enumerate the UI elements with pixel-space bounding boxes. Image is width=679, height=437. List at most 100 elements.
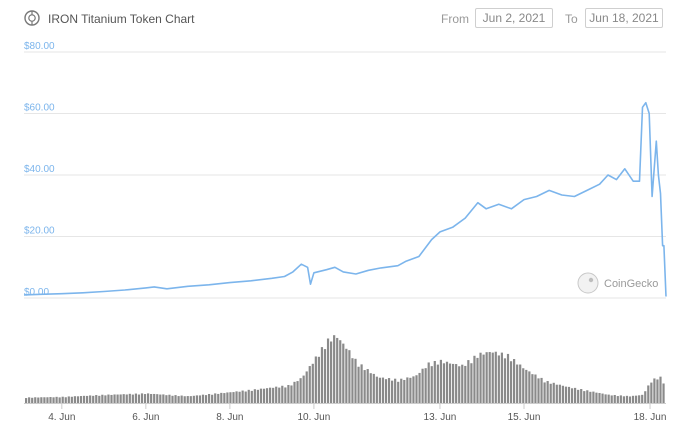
volume-bar (476, 357, 479, 403)
volume-bar (214, 393, 217, 403)
volume-bar (391, 380, 394, 403)
volume-bar (445, 361, 449, 403)
volume-bar (467, 360, 470, 403)
volume-bar (55, 396, 58, 403)
volume-bar (354, 358, 357, 403)
volume-bar (619, 395, 622, 403)
volume-bar (339, 340, 342, 403)
volume-bar (574, 387, 577, 403)
volume-bar (558, 384, 561, 403)
volume-bar (119, 394, 122, 403)
volume-bar (513, 359, 516, 403)
volume-bar (488, 352, 491, 403)
volume-bar (70, 396, 73, 403)
volume-bar (113, 394, 116, 403)
gecko-eye-icon (588, 277, 594, 283)
volume-bar (192, 395, 195, 403)
volume-bar (570, 388, 574, 403)
volume-bar (177, 396, 180, 403)
volume-bar (528, 371, 531, 403)
volume-bar (592, 391, 595, 403)
volume-bar (394, 378, 397, 403)
chart-header: IRON Titanium Token Chart From To (0, 0, 679, 38)
volume-bar (217, 393, 220, 403)
volume-bar (323, 349, 327, 403)
volume-bar (482, 354, 485, 403)
volume-bar (638, 395, 641, 403)
volume-bar (92, 395, 95, 403)
from-date-input[interactable] (475, 8, 553, 28)
volume-bar (272, 387, 275, 403)
volume-bar (73, 396, 76, 403)
chart-title: IRON Titanium Token Chart (48, 12, 195, 26)
volume-bar (180, 395, 183, 403)
volume-bar (485, 352, 488, 403)
volume-bar (186, 396, 189, 403)
volume-bar (238, 391, 241, 403)
volume-bar (317, 356, 320, 403)
volume-bar (397, 381, 400, 403)
volume-bar (369, 373, 372, 403)
volume-bar (162, 394, 165, 403)
gecko-icon (577, 272, 599, 294)
volume-bar (223, 393, 226, 403)
y-tick-label: $0.00 (24, 287, 49, 298)
volume-bar (275, 386, 278, 403)
volume-bar (363, 370, 366, 403)
volume-bar (659, 376, 662, 403)
volume-bar (464, 365, 467, 403)
volume-bar (156, 394, 159, 403)
volume-bar (555, 384, 558, 403)
volume-bar (235, 391, 238, 403)
volume-bar (577, 389, 580, 403)
volume-bar (229, 392, 232, 403)
volume-bar (262, 388, 266, 403)
volume-bar (497, 355, 500, 403)
volume-bar (104, 395, 107, 403)
volume-bar (604, 394, 607, 403)
volume-bar (348, 350, 351, 403)
volume-bar (506, 353, 510, 403)
volume-bar (503, 358, 507, 403)
volume-bar (64, 397, 67, 403)
watermark-text: CoinGecko (604, 278, 658, 290)
volume-bar (357, 366, 360, 403)
volume-bar (534, 374, 537, 403)
volume-bar (204, 395, 208, 403)
volume-bar (49, 397, 52, 403)
volume-bar (549, 383, 552, 403)
volume-bar (415, 375, 418, 403)
volume-bar (320, 347, 324, 403)
volume-bar (241, 390, 244, 403)
volume-bar (491, 352, 494, 403)
volume-bar (308, 366, 311, 403)
volume-bar (311, 363, 314, 403)
volume-bar (28, 397, 31, 403)
volume-bar (406, 377, 409, 403)
volume-bar (470, 363, 473, 403)
volume-bar (400, 378, 403, 403)
volume-bar (546, 381, 549, 403)
volume-bar (342, 343, 345, 403)
volume-bar (641, 394, 644, 403)
volume-bar (86, 395, 89, 403)
to-date-input[interactable] (585, 8, 663, 28)
volume-bar (448, 363, 452, 403)
volume-bar (247, 389, 250, 403)
volume-bar (662, 383, 665, 403)
volume-bar (516, 364, 519, 403)
volume-bar (137, 394, 141, 403)
volume-bar (564, 386, 568, 403)
volume-bar (159, 394, 162, 403)
volume-bar (479, 352, 482, 403)
volume-bar (409, 377, 412, 403)
volume-bar (150, 393, 153, 403)
volume-bar (635, 395, 638, 403)
grid (24, 51, 666, 299)
volume-bar (378, 377, 381, 403)
volume-bar (287, 384, 290, 403)
volume-bars (24, 335, 666, 404)
volume-bar (589, 391, 592, 403)
volume-bar (519, 364, 522, 403)
